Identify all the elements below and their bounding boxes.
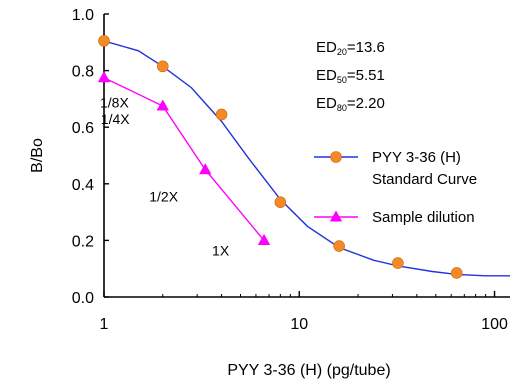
point-label: 1/8X bbox=[100, 95, 129, 111]
ed-annotation: ED80=2.20 bbox=[316, 95, 385, 113]
standard-point bbox=[333, 240, 345, 252]
legend-standard-label: PYY 3-36 (H) bbox=[372, 149, 461, 166]
standard-curve-line bbox=[103, 40, 510, 277]
sample-point bbox=[97, 71, 111, 83]
sample-point bbox=[156, 99, 169, 111]
ed-annotations: ED20=13.6 ED50=5.51 ED80=2.20 bbox=[316, 39, 385, 113]
standard-point bbox=[215, 108, 228, 121]
y-tick-label: 0.0 bbox=[72, 290, 94, 307]
standard-point bbox=[98, 35, 110, 47]
legend-standard-marker bbox=[330, 151, 342, 163]
ed-annotation: ED20=13.6 bbox=[316, 39, 385, 57]
x-tick-label: 100 bbox=[481, 316, 508, 333]
y-tick-label: 0.6 bbox=[72, 120, 94, 137]
legend-sample-marker bbox=[329, 210, 343, 222]
point-label: 1/2X bbox=[149, 189, 178, 205]
legend-sample-label: Sample dilution bbox=[372, 209, 475, 226]
y-tick-label: 0.2 bbox=[72, 233, 94, 250]
x-tick-label: 1 bbox=[100, 316, 109, 333]
sample-point bbox=[199, 163, 212, 175]
marks bbox=[97, 35, 463, 279]
sample-point bbox=[257, 233, 271, 245]
standard-point bbox=[392, 257, 404, 269]
point-label: 1X bbox=[212, 242, 230, 258]
standard-point bbox=[450, 267, 463, 279]
ed-annotation: ED50=5.51 bbox=[316, 67, 385, 85]
point-label: 1/4X bbox=[101, 111, 130, 127]
y-tick-label: 1.0 bbox=[72, 7, 94, 24]
y-tick-label: 0.4 bbox=[72, 177, 94, 194]
x-tick-label: 10 bbox=[290, 316, 308, 333]
axes: 0.0 0.2 0.4 0.6 0.8 1.0 1 10 100 PYY 3-36 (H) (pg… bbox=[29, 7, 510, 379]
y-axis-title: B/Bo bbox=[29, 138, 46, 173]
standard-point bbox=[274, 196, 287, 208]
legend-standard-label-2: Standard Curve bbox=[372, 171, 477, 188]
x-axis-title: PYY 3-36 (H) (pg/tube) bbox=[227, 362, 390, 379]
legend: PYY 3-36 (H) Standard Curve Sample dilutio… bbox=[314, 149, 477, 226]
y-tick-label: 0.8 bbox=[72, 64, 94, 81]
standard-point bbox=[156, 60, 169, 73]
labels: 1/8X1/4X 1/2X 1X bbox=[100, 95, 230, 259]
curves bbox=[103, 40, 510, 277]
sample-dilution-line bbox=[103, 77, 265, 241]
